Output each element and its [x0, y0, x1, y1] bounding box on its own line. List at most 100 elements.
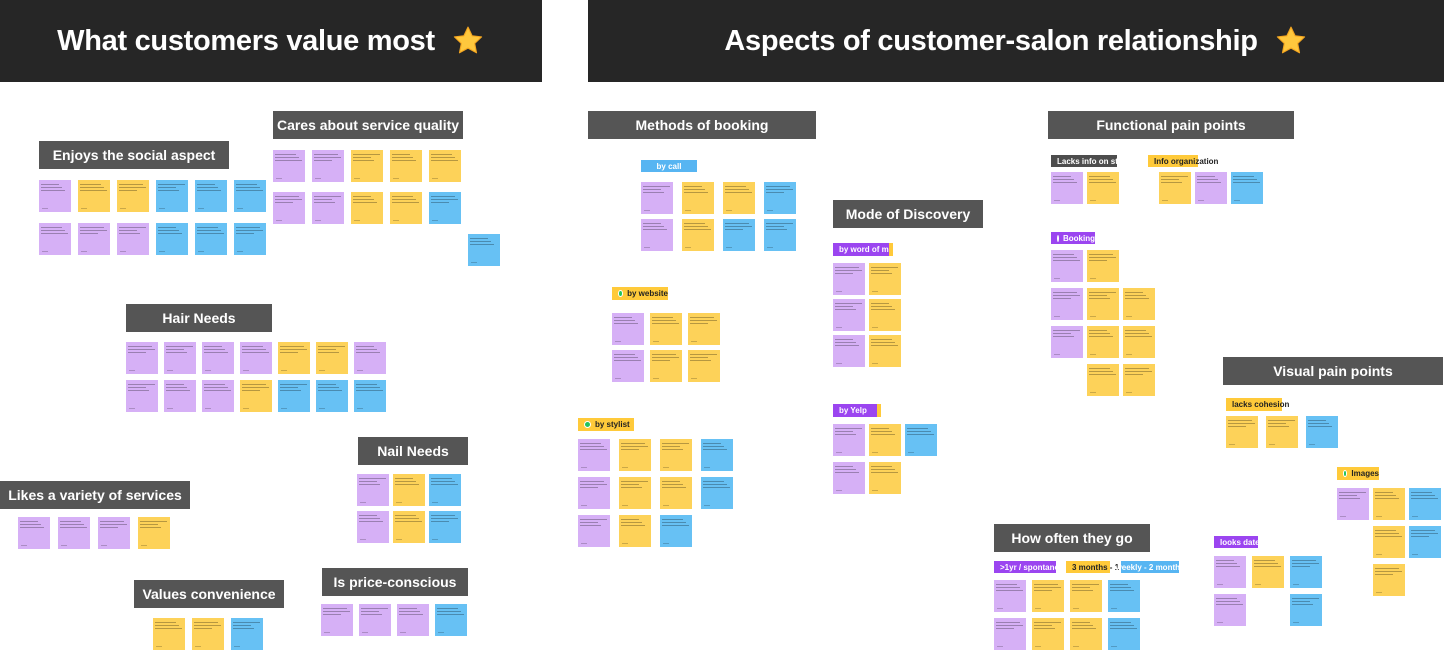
- sticky-note[interactable]: [1409, 526, 1441, 558]
- sticky-note[interactable]: [619, 515, 651, 547]
- header-visual-pain[interactable]: Visual pain points: [1223, 357, 1443, 385]
- sticky-note[interactable]: [312, 192, 344, 224]
- sticky-note[interactable]: [351, 192, 383, 224]
- sticky-note[interactable]: [1123, 364, 1155, 396]
- sticky-note[interactable]: [354, 380, 386, 412]
- sticky-note[interactable]: [156, 180, 188, 212]
- sticky-note[interactable]: [1373, 526, 1405, 558]
- sticky-note[interactable]: [578, 439, 610, 471]
- sticky-note[interactable]: [1108, 618, 1140, 650]
- header-likes-variety[interactable]: Likes a variety of services: [0, 481, 190, 509]
- sticky-note[interactable]: [156, 223, 188, 255]
- sticky-note[interactable]: [578, 477, 610, 509]
- sticky-note[interactable]: [1226, 416, 1258, 448]
- tag-by-call[interactable]: by call: [641, 160, 697, 172]
- sticky-note[interactable]: [994, 618, 1026, 650]
- sticky-note[interactable]: [397, 604, 429, 636]
- tag-by-stylist[interactable]: by stylist: [578, 418, 634, 431]
- tag-lacks-cohesion[interactable]: lacks cohesion: [1226, 398, 1289, 411]
- sticky-note[interactable]: [429, 511, 461, 543]
- sticky-note[interactable]: [612, 350, 644, 382]
- header-enjoys-social[interactable]: Enjoys the social aspect: [39, 141, 229, 169]
- sticky-note[interactable]: [1070, 580, 1102, 612]
- sticky-note[interactable]: [1373, 488, 1405, 520]
- sticky-note[interactable]: [354, 342, 386, 374]
- tag-images[interactable]: Images: [1337, 467, 1379, 480]
- sticky-note[interactable]: [429, 150, 461, 182]
- header-how-often[interactable]: How often they go: [994, 524, 1150, 552]
- tag-by-website[interactable]: by website: [612, 287, 668, 300]
- sticky-note[interactable]: [202, 380, 234, 412]
- sticky-note[interactable]: [164, 380, 196, 412]
- sticky-note[interactable]: [240, 380, 272, 412]
- header-cares-quality[interactable]: Cares about service quality: [273, 111, 463, 139]
- sticky-note[interactable]: [1214, 594, 1246, 626]
- sticky-note[interactable]: [117, 223, 149, 255]
- sticky-note[interactable]: [234, 223, 266, 255]
- sticky-note[interactable]: [723, 219, 755, 251]
- sticky-note[interactable]: [195, 223, 227, 255]
- sticky-note[interactable]: [1123, 326, 1155, 358]
- sticky-note[interactable]: [390, 192, 422, 224]
- sticky-note[interactable]: [1231, 172, 1263, 204]
- sticky-note[interactable]: [58, 517, 90, 549]
- sticky-note[interactable]: [202, 342, 234, 374]
- sticky-note[interactable]: [435, 604, 467, 636]
- sticky-note[interactable]: [682, 182, 714, 214]
- sticky-note[interactable]: [619, 439, 651, 471]
- sticky-note[interactable]: [126, 342, 158, 374]
- sticky-note[interactable]: [1123, 288, 1155, 320]
- sticky-note[interactable]: [869, 299, 901, 331]
- sticky-note[interactable]: [78, 180, 110, 212]
- tag-looks-dated[interactable]: looks dated: [1214, 536, 1264, 548]
- sticky-note[interactable]: [641, 182, 673, 214]
- sticky-note[interactable]: [764, 219, 796, 251]
- sticky-note[interactable]: [764, 182, 796, 214]
- sticky-note[interactable]: [869, 424, 901, 456]
- header-methods-booking[interactable]: Methods of booking: [588, 111, 816, 139]
- sticky-note[interactable]: [1087, 288, 1119, 320]
- tag-lacks-info-stylists[interactable]: Lacks info on stylists: [1051, 155, 1138, 167]
- sticky-note[interactable]: [1290, 594, 1322, 626]
- header-price-conscious[interactable]: Is price-conscious: [322, 568, 468, 596]
- sticky-note[interactable]: [357, 474, 389, 506]
- sticky-note[interactable]: [39, 180, 71, 212]
- tag-booking[interactable]: Booking: [1051, 232, 1095, 244]
- sticky-note[interactable]: [688, 350, 720, 382]
- sticky-note[interactable]: [153, 618, 185, 650]
- sticky-note[interactable]: [723, 182, 755, 214]
- sticky-note[interactable]: [1373, 564, 1405, 596]
- header-values-convenience[interactable]: Values convenience: [134, 580, 284, 608]
- header-functional-pain[interactable]: Functional pain points: [1048, 111, 1294, 139]
- header-hair-needs[interactable]: Hair Needs: [126, 304, 272, 332]
- sticky-note[interactable]: [578, 515, 610, 547]
- tag-by-yelp[interactable]: by Yelp: [833, 404, 881, 417]
- sticky-note[interactable]: [688, 313, 720, 345]
- sticky-note[interactable]: [660, 439, 692, 471]
- sticky-note[interactable]: [1108, 580, 1140, 612]
- sticky-note[interactable]: [1087, 326, 1119, 358]
- sticky-note[interactable]: [869, 462, 901, 494]
- sticky-note[interactable]: [393, 474, 425, 506]
- sticky-note[interactable]: [650, 350, 682, 382]
- sticky-note[interactable]: [138, 517, 170, 549]
- sticky-note[interactable]: [1290, 556, 1322, 588]
- sticky-note[interactable]: [117, 180, 149, 212]
- tag-freq-3mo-1yr[interactable]: 3 months - 1 yr: [1066, 561, 1129, 573]
- sticky-note[interactable]: [660, 515, 692, 547]
- sticky-note[interactable]: [1070, 618, 1102, 650]
- sticky-note[interactable]: [1409, 488, 1441, 520]
- sticky-note[interactable]: [1087, 172, 1119, 204]
- sticky-note[interactable]: [905, 424, 937, 456]
- sticky-note[interactable]: [273, 192, 305, 224]
- sticky-note[interactable]: [682, 219, 714, 251]
- sticky-note[interactable]: [195, 180, 227, 212]
- sticky-note[interactable]: [619, 477, 651, 509]
- sticky-note[interactable]: [1087, 364, 1119, 396]
- sticky-note[interactable]: [660, 477, 692, 509]
- sticky-note[interactable]: [1159, 172, 1191, 204]
- sticky-note[interactable]: [316, 380, 348, 412]
- sticky-note[interactable]: [1051, 288, 1083, 320]
- sticky-note[interactable]: [393, 511, 425, 543]
- sticky-note[interactable]: [1214, 556, 1246, 588]
